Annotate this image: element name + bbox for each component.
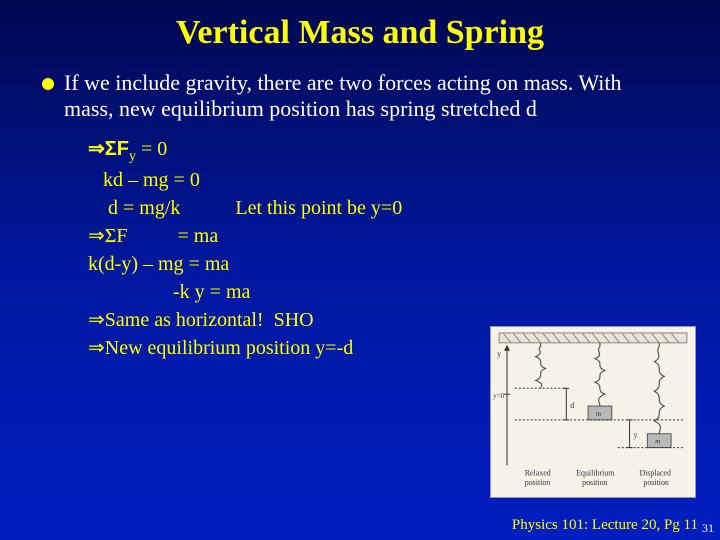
svg-text:m: m	[655, 439, 660, 446]
svg-text:y: y	[497, 350, 501, 359]
svg-text:Displaced: Displaced	[639, 468, 671, 477]
slide-title: Vertical Mass and Spring	[0, 0, 720, 62]
intro-text: If we include gravity, there are two for…	[64, 70, 674, 123]
label-y0: y=0	[493, 393, 504, 400]
content-area: If we include gravity, there are two for…	[0, 62, 720, 362]
eq-line-6: -k y = ma	[88, 278, 678, 306]
spring-diagram: y y=0 m m d y Relaxed pos	[490, 326, 696, 498]
svg-text:m: m	[596, 411, 601, 418]
svg-text:y: y	[634, 431, 638, 440]
svg-text:d: d	[570, 401, 574, 410]
eq-line-1: ⇒ΣFy = 0	[88, 135, 678, 167]
eq-line-2: kd – mg = 0	[88, 166, 678, 194]
svg-text:position: position	[525, 478, 550, 487]
svg-text:Relaxed: Relaxed	[525, 468, 551, 477]
eq-line-5: k(d-y) – mg = ma	[88, 250, 678, 278]
page-number: 31	[702, 521, 714, 536]
bullet-item: If we include gravity, there are two for…	[42, 70, 678, 123]
bullet-icon	[42, 78, 54, 90]
svg-text:position: position	[582, 478, 607, 487]
eq-line-4: ⇒ΣF = ma	[88, 222, 678, 250]
svg-text:position: position	[643, 478, 668, 487]
eq-line-3: d = mg/k Let this point be y=0	[88, 194, 678, 222]
svg-text:Equilibrium: Equilibrium	[576, 468, 615, 477]
footer-text: Physics 101: Lecture 20, Pg 11	[512, 517, 698, 534]
